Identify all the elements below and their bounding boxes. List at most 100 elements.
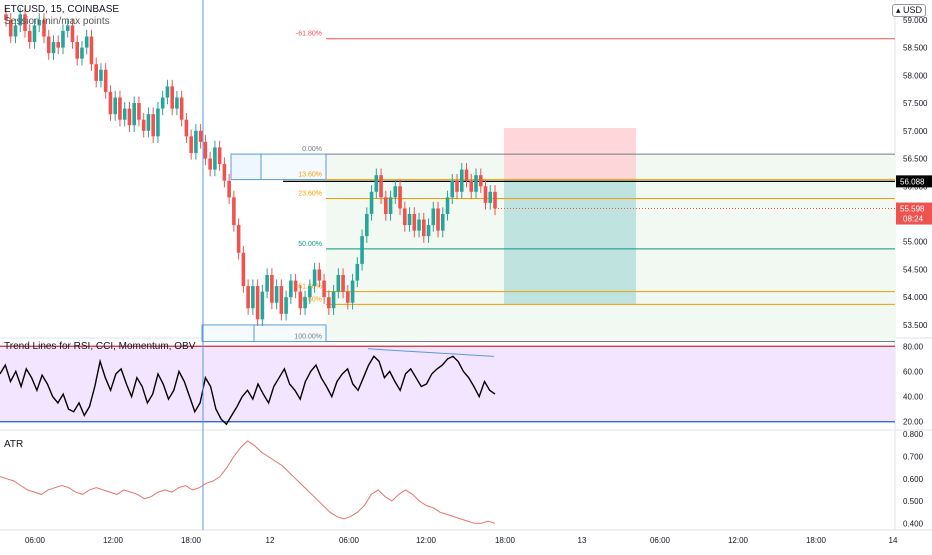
candle-body: [317, 269, 322, 281]
candle-body: [75, 42, 80, 59]
candle-body: [369, 191, 374, 214]
candle-body: [346, 291, 350, 303]
price-tick-label: 57.500: [903, 99, 928, 108]
candle-body: [13, 25, 18, 37]
candle-body: [4, 14, 8, 20]
price-tag-label: 56.088: [900, 177, 925, 186]
candle-body: [270, 274, 274, 303]
last-price-label: 55.598: [900, 205, 925, 214]
candle-body: [65, 25, 70, 31]
candle-body: [84, 36, 89, 48]
price-tick-label: 58.000: [903, 71, 928, 80]
candle-body: [8, 19, 13, 37]
rsi-tick-label: 60.00: [903, 367, 924, 376]
atr-line: [0, 440, 496, 524]
candle-body: [80, 47, 84, 59]
symbol-title: ETCUSD, 15, COINBASE: [4, 4, 120, 15]
currency-selector[interactable]: ▴ USD: [891, 4, 926, 17]
rsi-pane-title: Trend Lines for RSI, CCI, Momentum, OBV: [4, 341, 196, 352]
candle-body: [99, 69, 103, 81]
atr-tick-label: 0.600: [903, 475, 924, 484]
time-tick-label: 12:00: [103, 536, 124, 545]
candle-body: [255, 286, 260, 320]
candle-body: [445, 197, 450, 214]
candle-body: [265, 274, 269, 292]
candle-body: [208, 158, 212, 170]
price-tick-label: 56.500: [903, 155, 928, 164]
candle-body: [388, 197, 393, 214]
candle-body: [122, 108, 127, 120]
time-tick-label: 06:00: [339, 536, 360, 545]
price-tag: [896, 175, 932, 188]
candle-body: [407, 213, 412, 226]
atr-tick-label: 0.800: [903, 430, 924, 439]
candle-body: [103, 69, 108, 92]
time-tick-label: 18:00: [181, 536, 202, 545]
candle-body: [70, 25, 75, 43]
candle-body: [440, 213, 445, 231]
atr-tick-label: 0.400: [903, 519, 924, 528]
candle-body: [488, 191, 493, 203]
candle-body: [222, 164, 227, 181]
candle-body: [127, 108, 132, 126]
candle-body: [213, 147, 217, 170]
candle-body: [478, 175, 483, 187]
time-tick-label: 06:00: [650, 536, 671, 545]
candle-body: [232, 197, 236, 226]
candle-body: [46, 36, 51, 54]
rsi-tick-label: 80.00: [903, 342, 924, 351]
candle-body: [421, 219, 426, 237]
candle-body: [170, 86, 174, 109]
atr-tick-label: 0.700: [903, 453, 924, 462]
candle-body: [274, 286, 279, 303]
candle-body: [137, 103, 141, 120]
candle-body: [417, 219, 421, 231]
take-profit-zone: [504, 179, 636, 305]
candle-body: [455, 180, 459, 192]
candle-body: [303, 297, 307, 309]
time-tick-label: 12:00: [416, 536, 437, 545]
candle-body: [246, 286, 250, 309]
candle-body: [483, 186, 488, 203]
candle-body: [322, 280, 326, 298]
candle-body: [289, 280, 293, 298]
session-box: [230, 153, 262, 181]
candle-body: [198, 130, 203, 142]
candle-body: [165, 86, 170, 98]
candle-body: [160, 97, 165, 109]
candle-body: [412, 213, 417, 231]
fib-level-label: 13.60%: [298, 172, 322, 179]
candle-body: [32, 25, 37, 43]
candle-body: [327, 297, 331, 309]
last-price-tag: [896, 202, 932, 225]
candle-body: [379, 175, 383, 198]
candle-body: [23, 14, 27, 31]
time-tick-label: 12:00: [728, 536, 749, 545]
time-tick-label: 14: [889, 536, 898, 545]
fib-level-label: -61.80%: [296, 31, 322, 38]
fib-level-label: 50.00%: [298, 241, 322, 248]
currency-label: USD: [902, 5, 922, 15]
price-tick-label: 54.000: [903, 293, 928, 302]
candle-body: [331, 291, 336, 309]
candle-body: [279, 286, 284, 314]
candle-body: [293, 280, 298, 292]
candle-body: [298, 291, 303, 309]
rsi-trendline: [367, 348, 495, 357]
candle-body: [203, 141, 208, 159]
candle-body: [179, 97, 184, 120]
candle-body: [189, 136, 193, 153]
price-tick-label: 55.000: [903, 238, 928, 247]
time-tick-label: 18:00: [806, 536, 827, 545]
time-tick-label: 06:00: [25, 536, 46, 545]
candle-body: [260, 291, 265, 320]
candle-body: [398, 186, 402, 209]
candle-body: [365, 213, 369, 237]
atr-pane-title: ATR: [4, 439, 24, 450]
fib-level-label: 0.00%: [302, 146, 322, 153]
candle-body: [37, 19, 42, 26]
candle-body: [493, 191, 497, 209]
candle-body: [156, 108, 160, 137]
